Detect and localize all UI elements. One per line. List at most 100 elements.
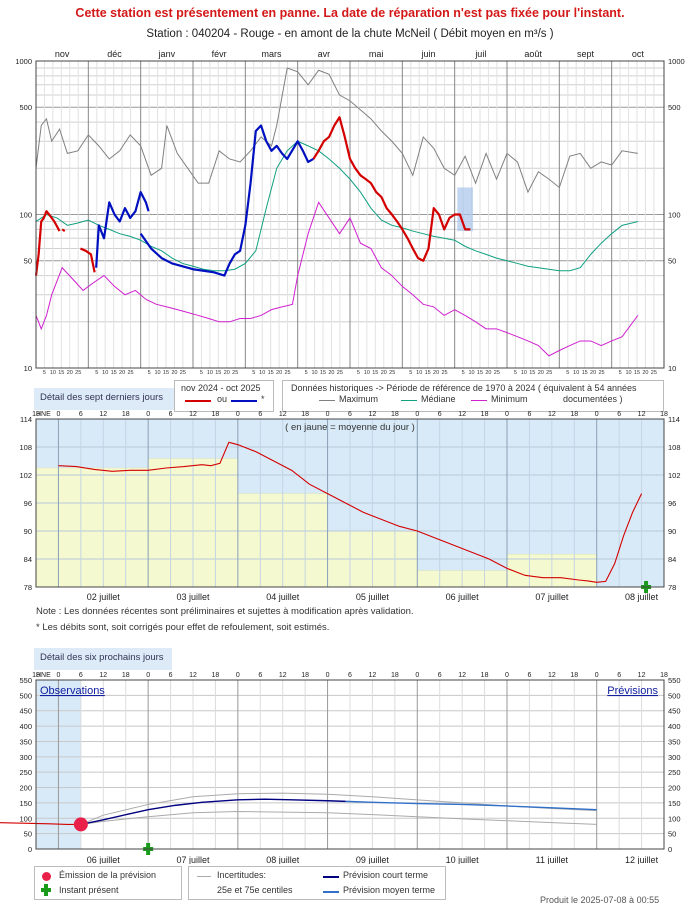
medium-term-forecast-line <box>345 800 597 811</box>
last7-hour-label: 18 <box>32 411 40 418</box>
annual-day-tick-label: 5 <box>148 370 151 376</box>
annual-month-label: nov <box>55 49 70 59</box>
forecast-plot-frame <box>35 679 665 850</box>
annual-month-label: août <box>524 49 542 59</box>
annual-day-tick-label: 5 <box>409 370 412 376</box>
last7-hour-label: 12 <box>458 411 466 418</box>
historical-title: Données historiques -> Période de référe… <box>291 383 637 393</box>
forecast-ytick-right: 300 <box>668 753 681 762</box>
last7-ytick-left: 78 <box>24 583 32 592</box>
annual-day-tick-label: 20 <box>485 370 491 376</box>
legend-min-line <box>471 400 487 401</box>
forecast-ytick-right: 400 <box>668 722 681 731</box>
annual-day-tick-label: 20 <box>433 370 439 376</box>
last7-hour-label: 18 <box>570 411 578 418</box>
forecast-ytick-right: 100 <box>668 814 681 823</box>
forecast-hour-label: 18 <box>212 672 220 679</box>
last7-ytick-right: 78 <box>668 583 676 592</box>
note-corrected: * Les débits sont, soit corrigés pour ef… <box>36 622 330 633</box>
annual-ytick-left: 100 <box>19 211 32 220</box>
annual-day-tick-label: 10 <box>102 370 108 376</box>
legend-uncertainties: Incertitudes: <box>217 870 267 880</box>
annual-ytick-left: 500 <box>19 103 32 112</box>
forecast-ytick-left: 50 <box>24 830 32 839</box>
annual-day-tick-label: 15 <box>111 370 117 376</box>
short-term-forecast-line <box>80 798 346 826</box>
forecast-ytick-right: 350 <box>668 737 681 746</box>
current-year-line <box>61 228 66 232</box>
forecast-ytick-right: 200 <box>668 784 681 793</box>
forecast-legend-lines: Incertitudes: 25e et 75e centiles Prévis… <box>188 866 446 900</box>
legend-medium: Prévision moyen terme <box>343 885 436 895</box>
button-last-seven-days[interactable]: Détail des sept derniers jours <box>34 388 178 410</box>
last7-hour-label: 18 <box>660 411 668 418</box>
annual-day-tick-label: 25 <box>441 370 447 376</box>
annual-day-tick-label: 20 <box>328 370 334 376</box>
forecast-hour-label: 6 <box>258 672 262 679</box>
forecast-ytick-right: 550 <box>668 676 681 685</box>
annual-day-tick-label: 10 <box>521 370 527 376</box>
forecast-ytick-left: 500 <box>19 691 32 700</box>
last7-hour-label: 18 <box>122 411 130 418</box>
legend-median: Médiane <box>421 394 456 404</box>
forecast-hour-label: 12 <box>458 672 466 679</box>
forecast-ytick-left: 350 <box>19 737 32 746</box>
annual-ytick-left: 50 <box>24 257 32 266</box>
annual-series <box>34 67 639 357</box>
annual-day-tick-label: 5 <box>357 370 360 376</box>
annual-day-tick-label: 15 <box>215 370 221 376</box>
last7-hour-label: 12 <box>638 411 646 418</box>
forecast-ytick-right: 0 <box>668 845 672 854</box>
annual-day-tick-label: 20 <box>590 370 596 376</box>
last7-day-label: 06 juillet <box>446 592 480 602</box>
forecast-hour-label: 0 <box>146 672 150 679</box>
forecast-chart: 0 0 50 50 100 100 150 150 200 200 250 250 300 300 350 3… <box>0 672 681 864</box>
forecast-ytick-left: 0 <box>28 845 32 854</box>
annual-day-tick-label: 5 <box>252 370 255 376</box>
annual-day-tick-label: 20 <box>642 370 648 376</box>
annual-day-tick-label: 10 <box>625 370 631 376</box>
annual-day-tick-label: 5 <box>619 370 622 376</box>
forecast-hne-label: HNE <box>36 672 51 679</box>
last7-day-label: 04 juillet <box>266 592 300 602</box>
forecast-hour-label: 18 <box>391 672 399 679</box>
historical-end: documentées ) <box>563 394 623 404</box>
forecast-ytick-right: 500 <box>668 691 681 700</box>
station-alert: Cette station est présentement en panne.… <box>75 6 625 20</box>
last7-ytick-left: 96 <box>24 499 32 508</box>
last7-hour-label: 6 <box>169 411 173 418</box>
forecast-grid <box>35 679 665 850</box>
forecast-ytick-right: 150 <box>668 799 681 808</box>
annual-day-tick-label: 25 <box>127 370 133 376</box>
annual-day-tick-label: 20 <box>119 370 125 376</box>
last7-plot-frame <box>35 418 665 588</box>
button-next-six-days[interactable]: Détail des six prochains jours <box>34 648 172 670</box>
year-legend-label: nov 2024 - oct 2025 <box>181 383 261 393</box>
forecast-hour-label: 18 <box>570 672 578 679</box>
forecast-hour-label: 0 <box>505 672 509 679</box>
last7-hour-label: 0 <box>326 411 330 418</box>
annual-month-label: mars <box>262 49 282 59</box>
last7-ytick-right: 90 <box>668 527 676 536</box>
legend-medium-line <box>323 891 339 893</box>
forecast-hour-label: 0 <box>595 672 599 679</box>
legend-max-line <box>319 400 335 401</box>
last7-hour-label: 6 <box>527 411 531 418</box>
last7-hour-label: 18 <box>301 411 309 418</box>
forecast-hour-label: 0 <box>236 672 240 679</box>
last7-ytick-left: 90 <box>24 527 32 536</box>
annual-day-tick-label: 15 <box>268 370 274 376</box>
annual-day-tick-label: 10 <box>259 370 265 376</box>
annual-day-tick-label: 25 <box>546 370 552 376</box>
annual-day-tick-label: 25 <box>651 370 657 376</box>
legend-median-line <box>401 400 417 401</box>
annual-day-tick-label: 20 <box>224 370 230 376</box>
last7-hour-label: 18 <box>391 411 399 418</box>
forecast-ytick-right: 450 <box>668 707 681 716</box>
annual-ytick-right: 10 <box>668 364 676 373</box>
forecast-ytick-left: 400 <box>19 722 32 731</box>
year-legend: nov 2024 - oct 2025 ou * <box>174 380 274 412</box>
forecast-hour-label: 12 <box>369 672 377 679</box>
legend-blue-line <box>231 400 257 402</box>
